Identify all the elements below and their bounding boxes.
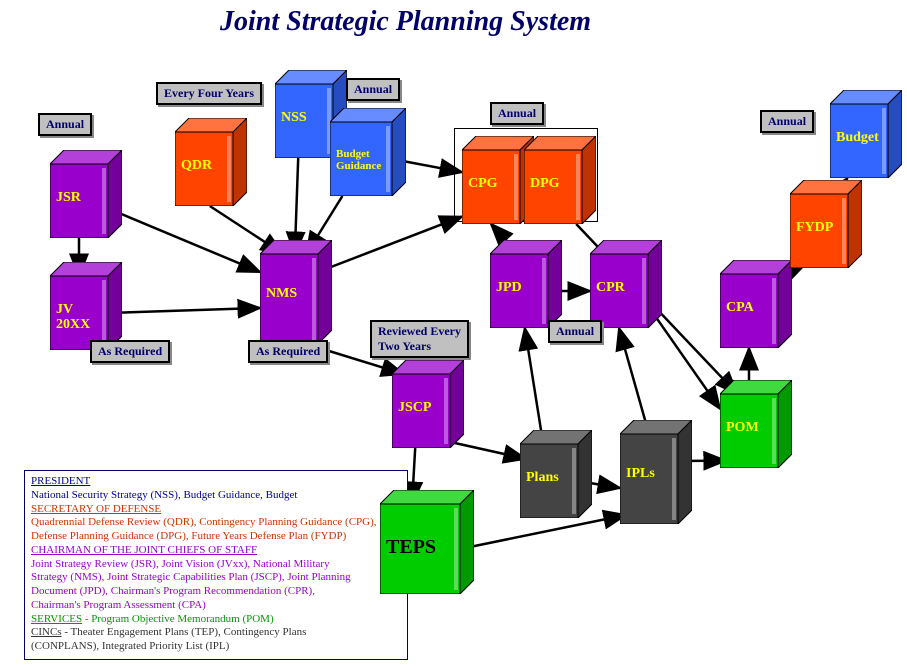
tag-annual-fydp: Annual	[760, 110, 814, 133]
book-label-jv20xx: JV 20XX	[56, 302, 104, 333]
arrow-Plans-JPD	[525, 328, 543, 444]
book-nms: NMS	[260, 240, 332, 344]
legend-line: Strategy (NMS), Joint Strategic Capabili…	[31, 571, 401, 585]
legend-line: CINCs - Theater Engagement Plans (TEP), …	[31, 626, 401, 640]
arrow-JSR-NMS	[108, 208, 260, 272]
arrow-JV20XX-NMS	[108, 308, 260, 313]
book-label-teps: TEPS	[386, 536, 456, 558]
page-title: Joint Strategic Planning System	[220, 6, 591, 38]
book-cpr: CPR	[590, 240, 662, 328]
book-budget: Budget	[830, 90, 902, 178]
book-label-ipls: IPLs	[626, 466, 674, 481]
book-label-cpg: CPG	[468, 176, 516, 191]
book-label-nms: NMS	[266, 286, 314, 301]
book-label-pom: POM	[726, 420, 774, 435]
legend-box: PRESIDENTNational Security Strategy (NSS…	[24, 470, 408, 660]
legend-line: CHAIRMAN OF THE JOINT CHIEFS OF STAFF	[31, 544, 401, 558]
tag-annual-nss: Annual	[346, 78, 400, 101]
book-label-fydp: FYDP	[796, 220, 844, 235]
tag-asreq-jv: As Required	[90, 340, 170, 363]
arrow-TEPS-IPLs	[460, 515, 626, 549]
book-label-cpr: CPR	[596, 280, 644, 295]
book-cpa: CPA	[720, 260, 792, 348]
legend-line: SERVICES - Program Objective Memorandum …	[31, 613, 401, 627]
book-label-jscp: JSCP	[398, 400, 446, 415]
legend-line: Joint Strategy Review (JSR), Joint Visio…	[31, 558, 401, 572]
legend-line: Document (JPD), Chairman's Program Recom…	[31, 585, 401, 599]
legend-line: Chairman's Program Assessment (CPA)	[31, 599, 401, 613]
book-jv20xx: JV 20XX	[50, 262, 122, 350]
book-jpd: JPD	[490, 240, 562, 328]
legend-line: SECRETARY OF DEFENSE	[31, 503, 401, 517]
book-label-plans: Plans	[526, 470, 574, 485]
book-teps: TEPS	[380, 490, 474, 594]
legend-line: Defense Planning Guidance (DPG), Future …	[31, 530, 401, 544]
arrow-IPLs-CPR	[619, 328, 649, 434]
book-jscp: JSCP	[392, 360, 464, 448]
book-plans: Plans	[520, 430, 592, 518]
tag-annual-jsr: Annual	[38, 113, 92, 136]
legend-line: National Security Strategy (NSS), Budget…	[31, 489, 401, 503]
legend-line: Quadrennial Defense Review (QDR), Contin…	[31, 516, 401, 530]
tag-annual-jpd: Annual	[548, 320, 602, 343]
book-dpg: DPG	[524, 136, 596, 224]
book-label-jsr: JSR	[56, 190, 104, 205]
book-label-nss: NSS	[281, 110, 329, 125]
book-budgetguidance: Budget Guidance	[330, 108, 406, 196]
tag-annual-cpg: Annual	[490, 102, 544, 125]
book-label-qdr: QDR	[181, 158, 229, 173]
book-fydp: FYDP	[790, 180, 862, 268]
book-label-budget: Budget	[836, 130, 884, 145]
tag-rev-two: Reviewed Every Two Years	[370, 320, 469, 358]
book-label-cpa: CPA	[726, 300, 774, 315]
book-ipls: IPLs	[620, 420, 692, 524]
arrow-NMS-CPG	[318, 217, 462, 272]
book-label-jpd: JPD	[496, 280, 544, 295]
book-label-dpg: DPG	[530, 176, 578, 191]
tag-four-years: Every Four Years	[156, 82, 262, 105]
legend-line: PRESIDENT	[31, 475, 401, 489]
book-label-budgetguidance: Budget Guidance	[336, 148, 388, 172]
tag-asreq-nms: As Required	[248, 340, 328, 363]
book-pom: POM	[720, 380, 792, 468]
book-qdr: QDR	[175, 118, 247, 206]
legend-line: (CONPLANS), Integrated Priority List (IP…	[31, 640, 401, 654]
book-jsr: JSR	[50, 150, 122, 238]
